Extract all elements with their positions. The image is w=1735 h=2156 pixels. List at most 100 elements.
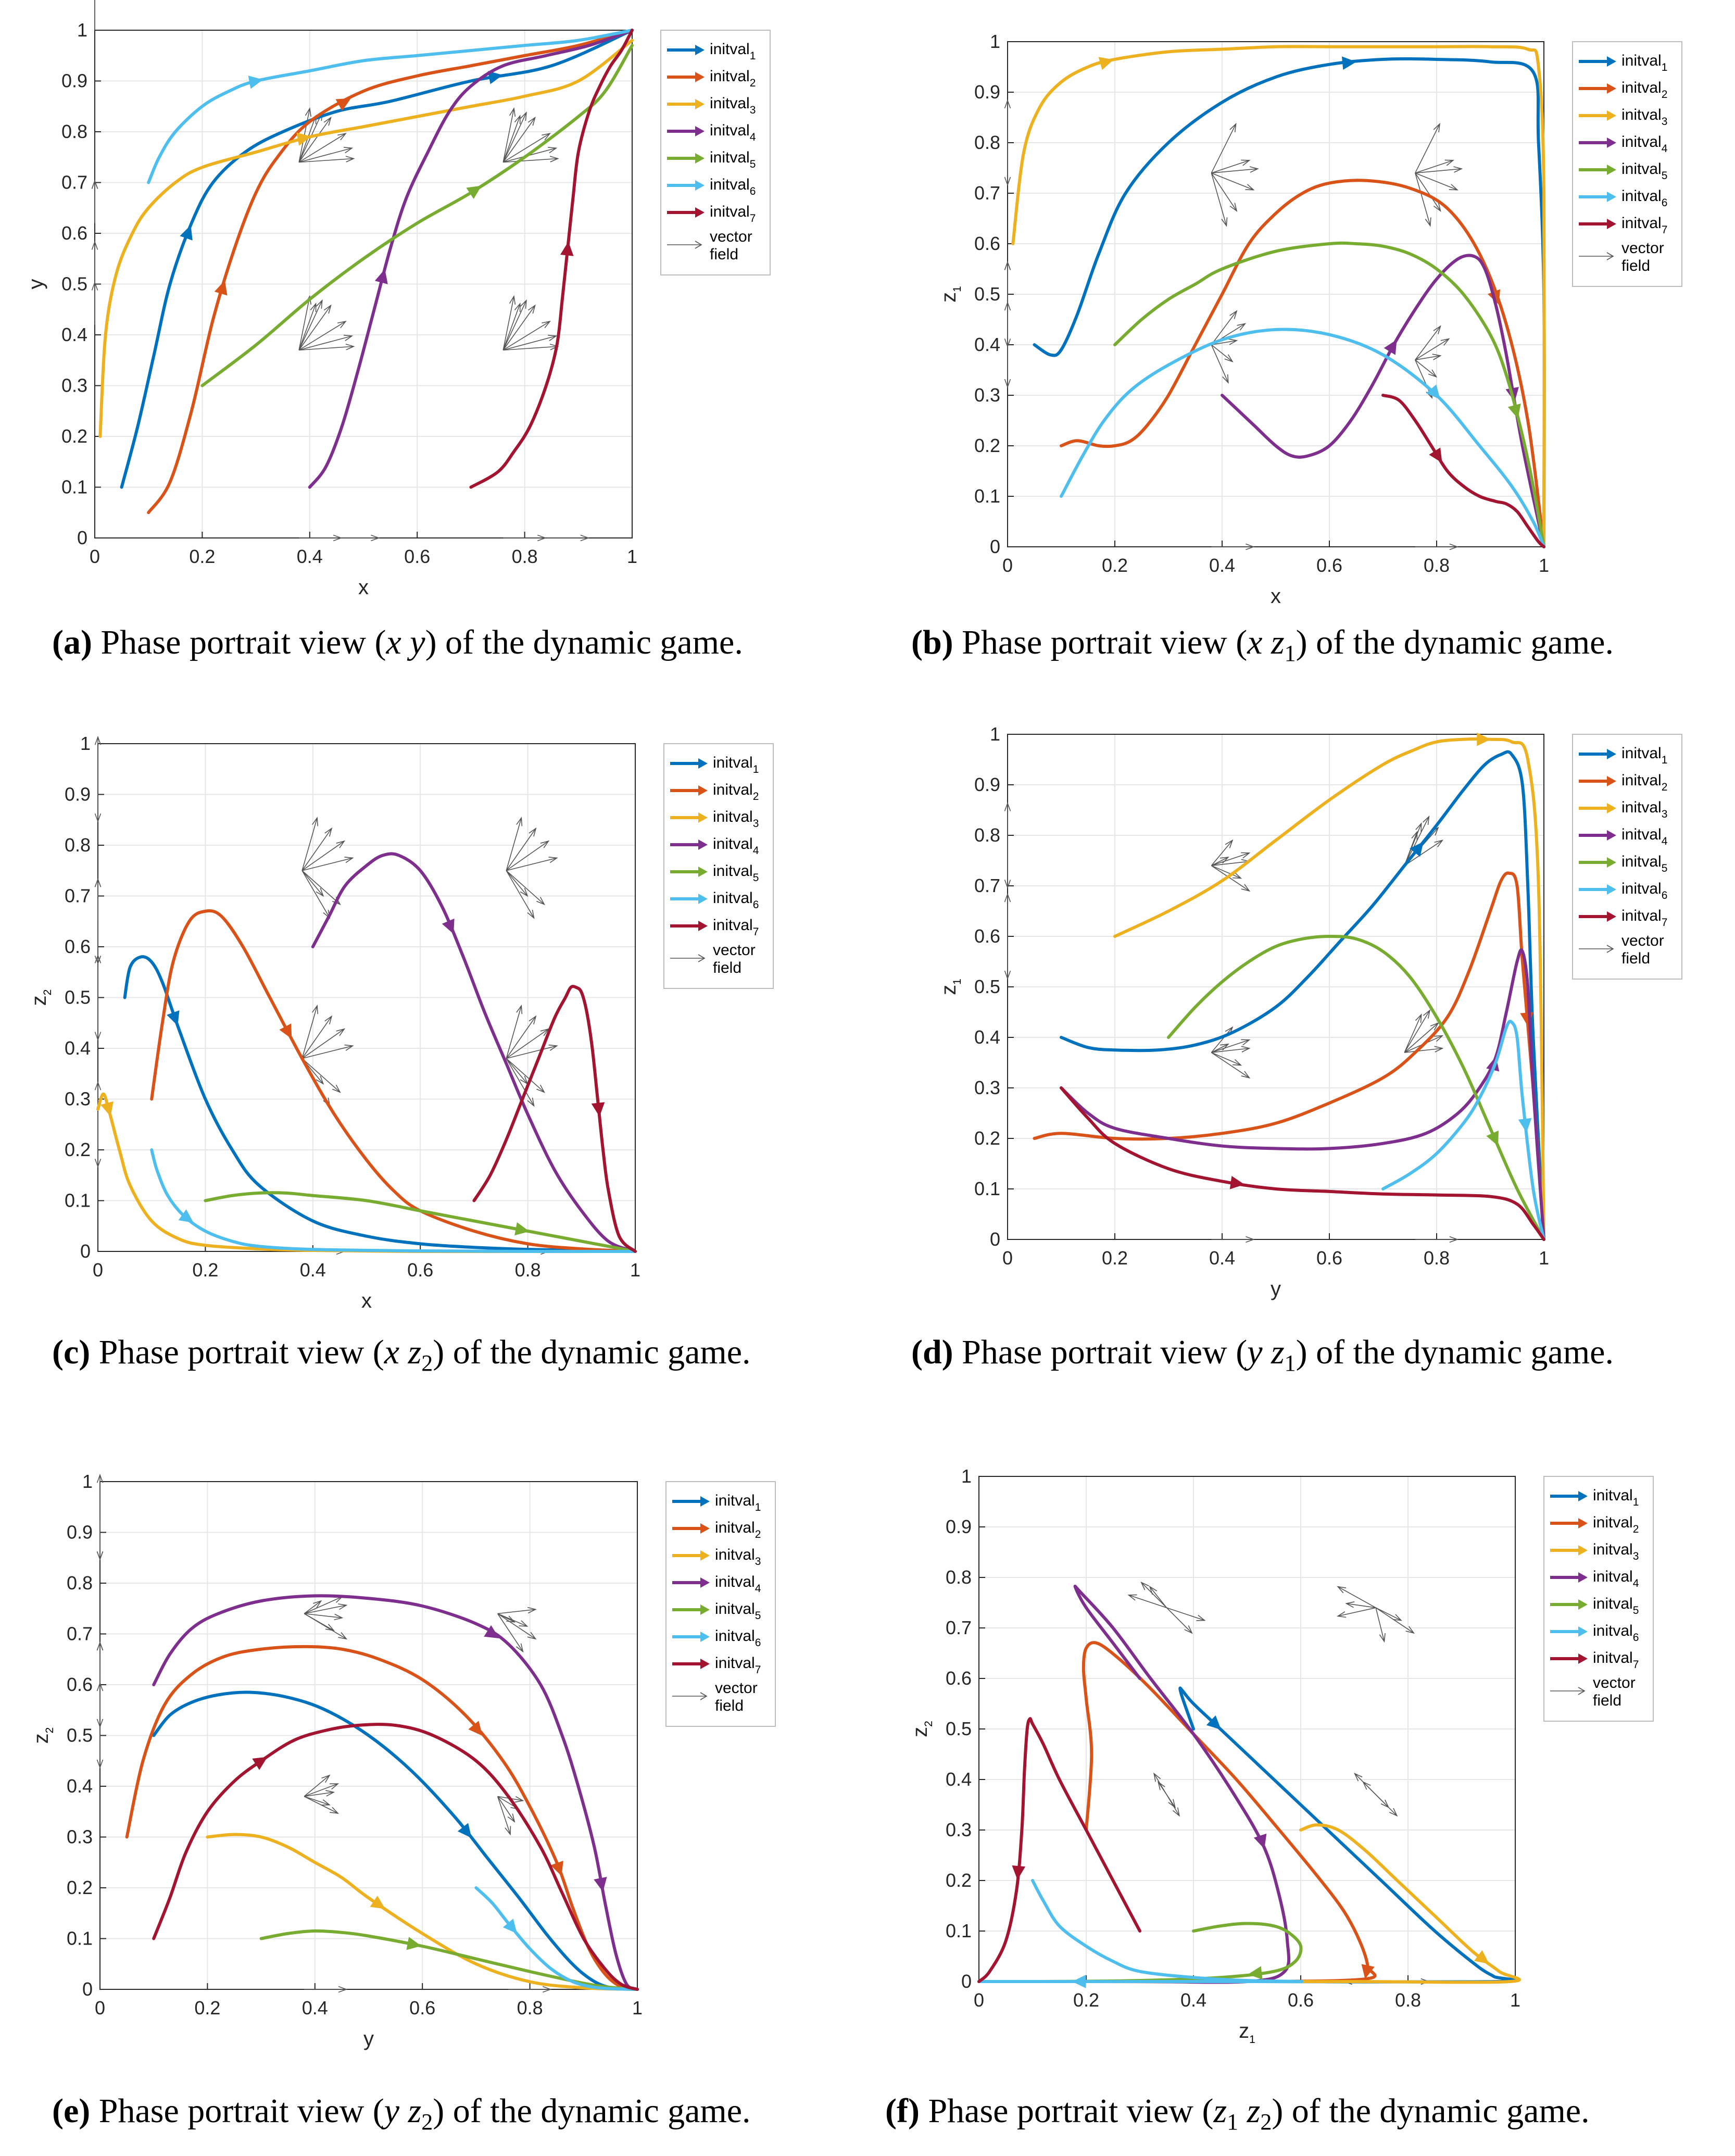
x-tick-label: 1 xyxy=(1510,1989,1520,2011)
y-tick-label: 0.4 xyxy=(61,324,87,345)
legend-swatch-arrow xyxy=(695,126,705,136)
legend-label-subscript: 2 xyxy=(1633,1523,1639,1535)
legend-label-subscript: 1 xyxy=(750,50,756,62)
vector-arrow xyxy=(506,1058,535,1106)
series-arrowhead-initval2 xyxy=(550,1861,563,1876)
legend-label-vector: field xyxy=(1621,950,1650,967)
y-tick-label: 0.4 xyxy=(946,1769,972,1790)
vector-arrowhead xyxy=(529,1015,537,1025)
vector-arrowhead xyxy=(94,813,102,823)
y-tick-label: 0.6 xyxy=(65,936,91,957)
vector-arrow xyxy=(1211,172,1254,191)
vector-arrow xyxy=(304,1796,330,1806)
y-tick-label: 0.2 xyxy=(61,425,87,447)
vector-arrow xyxy=(301,841,345,871)
vector-arrowhead xyxy=(1004,893,1011,902)
vector-arrow xyxy=(301,857,353,871)
vector-arrow xyxy=(502,296,514,350)
legend-label-subscript: 5 xyxy=(750,158,756,170)
legend-label-text: initval xyxy=(1621,106,1662,123)
vector-arrowhead xyxy=(520,111,527,121)
vector-arrow xyxy=(497,1613,536,1639)
vector-arrow xyxy=(506,857,557,871)
y-tick-label: 0.2 xyxy=(67,1877,93,1898)
legend-label-text: initval xyxy=(713,781,753,798)
vector-arrow xyxy=(301,1058,341,1093)
y-tick-label: 0.8 xyxy=(61,121,87,142)
legend-label-subscript: 5 xyxy=(1662,170,1668,182)
vector-arrowhead xyxy=(543,1986,552,1993)
vector-arrowhead xyxy=(324,1015,333,1025)
legend-swatch-arrow xyxy=(1578,1626,1588,1637)
vector-arrowhead xyxy=(316,299,323,309)
x-tick-label: 0.6 xyxy=(407,1259,433,1281)
caption-text: Phase portrait view ( xyxy=(920,2092,1214,2130)
vector-arrow xyxy=(1415,172,1431,226)
vector-arrow xyxy=(1404,1014,1422,1053)
axes-frame xyxy=(1007,734,1544,1240)
vector-arrowhead xyxy=(312,1005,319,1014)
legend-label-text: initval xyxy=(715,1519,755,1536)
vector-field xyxy=(94,735,558,1255)
vector-arrow xyxy=(298,305,332,350)
legend-label: initval5 xyxy=(1621,853,1667,874)
legend-label-subscript: 2 xyxy=(1662,89,1668,101)
legend-swatch-arrow xyxy=(1607,857,1616,868)
vector-arrowhead xyxy=(516,1005,523,1014)
legend-label-subscript: 6 xyxy=(1633,1632,1639,1644)
caption-variable: x xyxy=(385,623,401,661)
vector-arrow xyxy=(1415,160,1453,173)
caption-variable: x xyxy=(384,1333,399,1371)
legend-label-text: initval xyxy=(1621,215,1662,232)
vector-arrowhead xyxy=(527,116,536,126)
legend: initval1initval2initval3initval4initval5… xyxy=(660,30,771,275)
legend: initval1initval2initval3initval4initval5… xyxy=(1543,1476,1654,1722)
legend-label-subscript: 5 xyxy=(753,872,759,884)
vector-arrowhead xyxy=(527,304,536,314)
legend-swatch-arrow xyxy=(1578,1518,1588,1528)
caption-variable: x xyxy=(1247,623,1262,661)
legend-swatch-arrow xyxy=(700,1496,710,1507)
y-tick-label: 0.5 xyxy=(946,1718,972,1739)
legend-label-subscript: 7 xyxy=(1633,1659,1639,1671)
series-arrowhead-initval7 xyxy=(1429,447,1442,463)
legend-box xyxy=(660,30,771,275)
vector-arrowhead xyxy=(344,1044,354,1051)
vector-arrowhead xyxy=(1246,1236,1255,1243)
legend-label-subscript: 7 xyxy=(1662,224,1668,236)
legend-swatch-arrow xyxy=(1578,1653,1588,1664)
x-axis-label-text: y xyxy=(363,2027,374,2050)
legend-box xyxy=(1543,1476,1654,1722)
legend-label-text: initval xyxy=(710,41,750,58)
legend: initval1initval2initval3initval4initval5… xyxy=(1572,734,1682,980)
series-arrowhead-initval7 xyxy=(1012,1865,1026,1880)
legend-label-text: initval xyxy=(1593,1595,1633,1612)
series-line-initval7 xyxy=(1060,1086,1545,1241)
vector-arrowhead xyxy=(324,827,333,837)
vector-arrowhead xyxy=(337,320,347,329)
legend-label: initval3 xyxy=(713,808,759,830)
series-line-initval6 xyxy=(150,1148,637,1254)
caption-subscript: 1 xyxy=(1227,2109,1238,2135)
y-tick-label: 0.3 xyxy=(67,1826,93,1848)
legend-label-vector: vector xyxy=(1593,1674,1636,1691)
caption-text: ) of the dynamic game. xyxy=(1296,1333,1614,1371)
x-tick-label: 0.2 xyxy=(1102,555,1128,576)
caption-variable: y xyxy=(401,623,426,661)
vector-arrow xyxy=(1415,123,1440,173)
vector-arrowhead xyxy=(516,817,523,826)
y-tick-label: 0.6 xyxy=(974,925,1000,947)
legend-label: initval1 xyxy=(1593,1487,1639,1508)
vector-arrow xyxy=(506,870,528,896)
x-tick-label: 0.4 xyxy=(300,1259,326,1281)
vector-arrow xyxy=(503,346,558,351)
vector-arrowhead xyxy=(1219,856,1229,864)
vector-arrowhead xyxy=(91,180,98,189)
vector-arrowhead xyxy=(1004,802,1011,811)
vector-arrowhead xyxy=(1004,970,1011,980)
vector-arrow xyxy=(1211,1052,1250,1079)
vector-arrow xyxy=(1211,1044,1229,1053)
series-arrowhead-initval7 xyxy=(591,1102,605,1117)
vector-arrowhead xyxy=(1428,369,1438,378)
vector-arrowhead xyxy=(1423,1009,1431,1019)
